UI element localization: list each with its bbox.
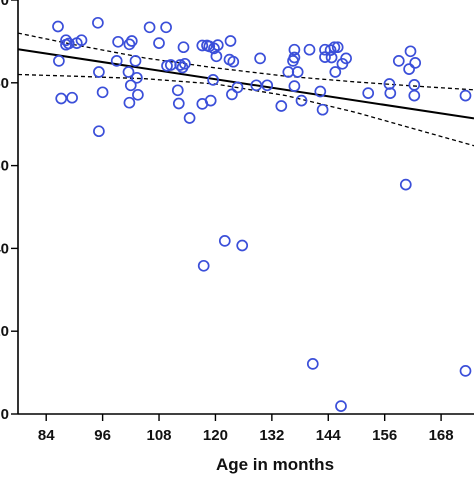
data-point <box>204 94 217 107</box>
x-tick-label: 132 <box>259 427 284 444</box>
data-point <box>125 35 138 47</box>
axes <box>11 0 474 421</box>
data-point <box>392 55 405 67</box>
data-point <box>93 125 105 138</box>
data-point <box>196 39 209 52</box>
data-points <box>52 16 472 412</box>
x-axis-title: Age in months <box>216 455 334 474</box>
data-point <box>197 259 210 272</box>
y-tick-label: 0 <box>1 406 9 423</box>
data-point <box>177 41 190 54</box>
data-point <box>218 235 231 247</box>
data-point <box>331 41 344 54</box>
data-point <box>409 57 422 69</box>
data-point <box>328 41 341 54</box>
ci-lower-line <box>17 73 474 147</box>
data-point <box>408 79 421 91</box>
data-point <box>362 87 375 99</box>
data-point <box>314 85 327 98</box>
x-tick-label: 168 <box>429 427 454 444</box>
data-point <box>110 55 123 67</box>
data-point <box>96 86 109 99</box>
data-point <box>179 57 191 70</box>
data-point <box>459 89 472 102</box>
data-point <box>316 103 329 116</box>
y-tick-label: 100 <box>0 0 9 9</box>
data-point <box>384 87 397 99</box>
data-point <box>250 79 263 92</box>
data-point <box>275 100 288 112</box>
tick-labels: 84 96 108 120 132 144 156 168 0 20 40 60 80 100 <box>0 0 454 444</box>
data-point <box>210 50 223 63</box>
data-point <box>124 79 137 92</box>
data-point <box>160 21 172 34</box>
data-point <box>226 88 238 101</box>
y-tick-label: 40 <box>0 240 9 257</box>
x-tick-label: 84 <box>38 427 55 444</box>
data-point <box>227 55 240 68</box>
data-point <box>211 39 224 51</box>
data-point <box>306 358 319 370</box>
x-tick-label: 156 <box>372 427 397 444</box>
data-point <box>143 21 156 34</box>
regression-line-group <box>17 48 474 120</box>
x-tick-label: 120 <box>203 427 228 444</box>
data-point <box>303 43 316 56</box>
y-tick-label: 60 <box>0 158 9 175</box>
data-point <box>224 35 237 47</box>
data-point <box>291 66 304 78</box>
data-point <box>66 91 78 104</box>
data-point <box>319 51 331 63</box>
data-point <box>112 35 124 48</box>
data-point <box>261 79 274 92</box>
data-point <box>403 63 415 75</box>
data-point <box>171 84 184 97</box>
data-point <box>52 20 64 33</box>
data-point <box>92 16 104 29</box>
data-point <box>55 92 68 105</box>
y-tick-label: 80 <box>0 75 9 92</box>
data-point <box>295 94 308 107</box>
data-point <box>53 55 65 67</box>
x-tick-label: 108 <box>147 427 172 444</box>
data-point <box>62 37 75 50</box>
confidence-band <box>17 32 474 147</box>
data-point <box>123 38 136 51</box>
data-point <box>404 45 417 58</box>
data-point <box>131 71 143 84</box>
data-point <box>399 178 412 191</box>
data-point <box>288 43 301 56</box>
data-point <box>329 66 342 78</box>
data-point <box>129 55 142 67</box>
data-point <box>282 66 295 78</box>
data-point <box>325 51 338 64</box>
data-point <box>174 59 187 71</box>
data-point <box>153 37 165 49</box>
y-tick-label: 20 <box>0 323 9 340</box>
x-tick-label: 96 <box>94 427 111 444</box>
data-point <box>183 112 196 124</box>
data-point <box>207 74 219 86</box>
ci-upper-line <box>17 32 474 91</box>
data-point <box>288 51 301 64</box>
data-point <box>231 81 244 94</box>
data-point <box>123 96 136 109</box>
regression-line <box>17 48 474 120</box>
data-point <box>288 80 301 92</box>
x-tick-label: 144 <box>316 427 342 444</box>
data-point <box>132 88 144 101</box>
data-point <box>459 365 472 377</box>
data-point <box>75 34 88 47</box>
data-point <box>236 239 249 252</box>
data-point <box>172 97 185 110</box>
data-point <box>122 66 135 78</box>
data-point <box>60 34 72 47</box>
data-point <box>93 66 105 78</box>
data-point <box>408 89 421 102</box>
data-point <box>340 52 352 65</box>
data-point <box>335 400 347 412</box>
data-point <box>254 52 266 65</box>
